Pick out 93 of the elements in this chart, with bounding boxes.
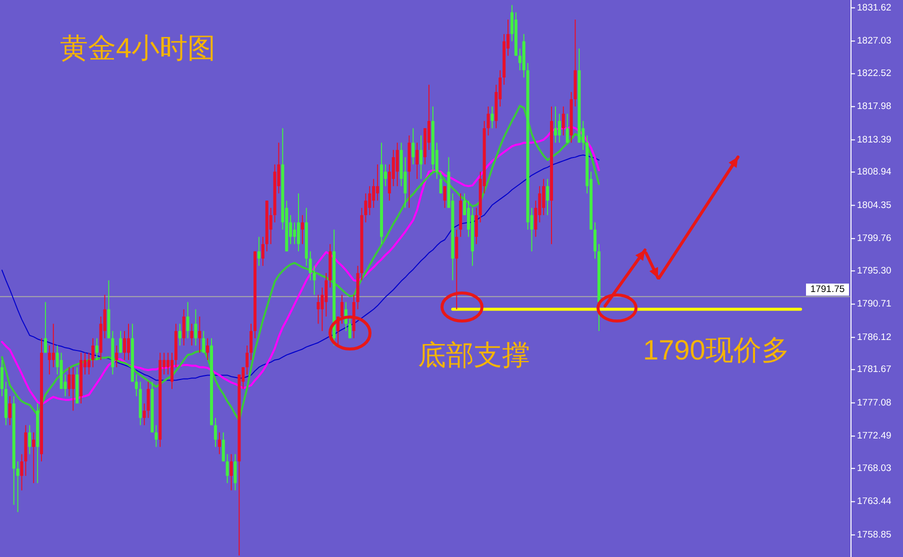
annotation: 底部支撑 xyxy=(418,340,530,370)
candlestick xyxy=(194,308,198,346)
candlestick xyxy=(316,294,320,324)
y-tick-label: 1827.03 xyxy=(857,36,892,47)
candlestick xyxy=(28,424,32,455)
candlestick xyxy=(340,294,344,324)
y-tick-label: 1822.52 xyxy=(857,68,892,80)
candlestick xyxy=(300,214,304,245)
y-tick-label: 1813.39 xyxy=(857,134,892,146)
candlestick xyxy=(222,432,225,462)
y-tick-label: 1768.03 xyxy=(857,462,892,474)
ref-line-label: 1791.75 xyxy=(810,284,845,296)
candlestick xyxy=(230,454,233,491)
candlestick xyxy=(594,222,596,260)
candlestick xyxy=(562,106,565,136)
candlestick xyxy=(170,352,174,390)
candlestick xyxy=(218,432,221,455)
y-tick-label: 1758.85 xyxy=(857,529,892,540)
candlestick xyxy=(52,323,55,368)
candlestick xyxy=(261,236,264,266)
y-tick-label: 1790.71 xyxy=(857,298,892,310)
candlestick xyxy=(87,352,90,375)
candlestick xyxy=(368,186,372,216)
candlestick xyxy=(186,302,190,339)
candlestick xyxy=(246,345,249,375)
candlestick xyxy=(542,178,546,216)
candlestick xyxy=(48,345,51,375)
candlestick xyxy=(324,272,328,318)
candlestick xyxy=(257,236,260,266)
y-tick-label: 1763.44 xyxy=(857,496,892,508)
ref-line: 1791.75 xyxy=(0,284,850,298)
y-tick-label: 1831.62 xyxy=(857,2,892,14)
candlestick xyxy=(396,142,399,187)
candlestick xyxy=(198,316,202,354)
candlestick xyxy=(20,454,24,491)
y-tick-label: 1808.94 xyxy=(857,166,892,178)
candlestick xyxy=(182,308,186,346)
y-tick-label: 1777.08 xyxy=(857,397,892,408)
candlestick xyxy=(190,323,194,346)
candlestick xyxy=(308,250,312,281)
y-tick-label: 1817.98 xyxy=(857,101,892,112)
y-tick-label: 1799.76 xyxy=(857,233,892,244)
candlestick xyxy=(490,106,494,129)
candlestick xyxy=(364,192,368,223)
candlestick xyxy=(8,396,12,426)
candlestick xyxy=(146,381,150,418)
annotation: 1790现价多 xyxy=(643,334,790,366)
candlestick xyxy=(72,366,75,412)
candlestick xyxy=(234,454,237,491)
candlestick xyxy=(0,359,4,397)
y-tick-label: 1804.35 xyxy=(857,200,892,211)
candlestick xyxy=(443,186,446,208)
candlestick xyxy=(214,417,217,448)
candlestick xyxy=(91,338,94,368)
candlestick xyxy=(546,178,550,216)
candlestick xyxy=(293,222,296,245)
candlestick xyxy=(312,265,316,296)
candlestick xyxy=(32,432,36,484)
candlestick xyxy=(134,374,138,397)
candlestick xyxy=(206,338,210,360)
candlestick xyxy=(420,134,423,180)
candlestick xyxy=(412,128,415,165)
candlestick xyxy=(439,171,442,194)
candlestick xyxy=(178,323,182,346)
candlestick xyxy=(348,316,352,339)
y-tick-label: 1772.49 xyxy=(857,430,892,442)
candlestick xyxy=(44,302,47,354)
candlestick xyxy=(455,229,458,310)
candlestick xyxy=(68,366,71,397)
candlestick xyxy=(250,323,253,360)
candlestick xyxy=(119,330,122,354)
candlestick xyxy=(154,424,158,448)
candlestick xyxy=(474,207,478,245)
candlestick xyxy=(202,330,206,354)
candlestick xyxy=(372,178,376,208)
candlestick xyxy=(296,192,300,252)
candlestick xyxy=(115,345,118,368)
candlestick xyxy=(16,460,20,513)
candlestick xyxy=(554,106,557,144)
candlestick xyxy=(416,142,419,180)
text: 黄金4小时图 xyxy=(60,32,216,64)
y-tick-label: 1781.67 xyxy=(857,364,892,376)
candlestick xyxy=(558,113,561,144)
candlestick xyxy=(126,323,130,360)
candlestick xyxy=(226,454,229,484)
candlestick xyxy=(123,330,126,360)
candlestick xyxy=(95,338,98,360)
candlestick xyxy=(486,106,490,136)
candlestick xyxy=(376,164,380,202)
y-tick-label: 1795.30 xyxy=(857,265,892,276)
y-tick-label: 1786.12 xyxy=(857,332,892,343)
candlestick xyxy=(566,113,569,144)
candlestick xyxy=(142,402,146,426)
